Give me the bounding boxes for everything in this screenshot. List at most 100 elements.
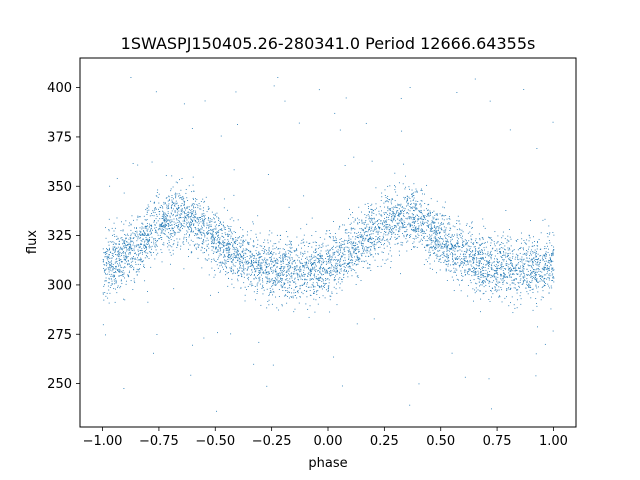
data-point — [404, 222, 406, 223]
data-point — [368, 228, 370, 230]
data-point — [352, 259, 354, 261]
data-point — [420, 206, 422, 208]
data-point — [402, 215, 404, 217]
data-point — [475, 257, 477, 259]
data-point — [430, 247, 432, 248]
data-point — [270, 260, 272, 262]
data-point — [469, 248, 471, 250]
data-point — [394, 185, 395, 187]
data-point — [343, 266, 345, 268]
data-point — [538, 263, 540, 265]
data-point — [158, 228, 160, 230]
data-point — [286, 290, 288, 292]
data-point — [494, 286, 496, 288]
data-point — [269, 264, 270, 266]
data-point — [498, 296, 500, 298]
data-point — [171, 201, 173, 203]
data-point — [336, 271, 338, 273]
data-point — [287, 296, 289, 297]
data-point — [475, 290, 477, 292]
data-point — [413, 229, 415, 231]
data-point — [334, 236, 336, 238]
data-point — [321, 285, 322, 287]
data-point — [281, 270, 283, 271]
data-point — [539, 275, 541, 277]
data-point — [487, 275, 489, 277]
data-point — [127, 233, 129, 235]
data-point — [427, 220, 428, 222]
data-point — [255, 250, 257, 252]
data-point — [385, 220, 387, 222]
data-point — [304, 245, 306, 247]
data-point — [532, 265, 534, 267]
data-point — [116, 177, 118, 179]
data-point — [328, 252, 330, 254]
data-point — [308, 316, 310, 318]
data-point — [280, 270, 282, 272]
data-point — [506, 282, 508, 284]
data-point — [124, 299, 126, 301]
data-point — [520, 292, 522, 294]
data-point — [515, 278, 517, 279]
data-point — [297, 275, 299, 277]
data-point — [398, 220, 400, 222]
data-point — [418, 231, 420, 232]
data-point — [534, 278, 536, 280]
data-point — [112, 267, 114, 269]
data-point — [552, 251, 554, 253]
data-point — [336, 259, 338, 260]
data-point — [381, 229, 383, 231]
data-point — [499, 268, 501, 270]
data-point — [325, 283, 327, 284]
data-point — [246, 248, 248, 250]
data-point — [119, 255, 121, 257]
data-point — [334, 232, 336, 234]
data-point — [195, 243, 197, 245]
data-point — [259, 245, 261, 247]
data-point — [429, 234, 430, 236]
data-point — [310, 268, 312, 270]
data-point — [424, 217, 426, 219]
data-point — [521, 258, 523, 260]
data-point — [246, 274, 248, 276]
data-point — [219, 265, 221, 267]
data-point — [335, 268, 337, 270]
data-point — [108, 244, 110, 246]
data-point — [310, 262, 312, 263]
data-point — [237, 253, 239, 255]
data-point — [289, 261, 291, 263]
data-point — [480, 298, 482, 300]
data-point — [231, 231, 233, 233]
data-point — [339, 283, 341, 285]
data-point — [282, 259, 283, 261]
data-point — [440, 223, 442, 225]
data-point — [385, 227, 387, 229]
data-point — [210, 232, 212, 234]
data-point — [222, 240, 224, 242]
data-point — [184, 215, 186, 217]
data-point — [389, 226, 391, 228]
data-point — [301, 247, 302, 249]
data-point — [266, 277, 268, 279]
data-point — [171, 197, 173, 198]
data-point — [180, 205, 182, 207]
data-point — [536, 264, 538, 266]
data-point — [322, 269, 324, 271]
data-point — [415, 215, 416, 217]
data-point — [113, 279, 115, 281]
data-point — [478, 262, 480, 264]
data-point — [439, 225, 441, 226]
data-point — [275, 260, 277, 262]
data-point — [216, 247, 217, 249]
data-point — [241, 260, 243, 262]
data-point — [129, 251, 131, 253]
data-point — [143, 250, 145, 252]
data-point — [387, 232, 389, 234]
data-point — [132, 163, 134, 164]
data-point — [543, 267, 545, 269]
data-point — [217, 258, 219, 260]
data-point — [454, 248, 456, 250]
data-point — [507, 253, 509, 255]
data-point — [157, 189, 159, 191]
data-point — [259, 283, 261, 285]
